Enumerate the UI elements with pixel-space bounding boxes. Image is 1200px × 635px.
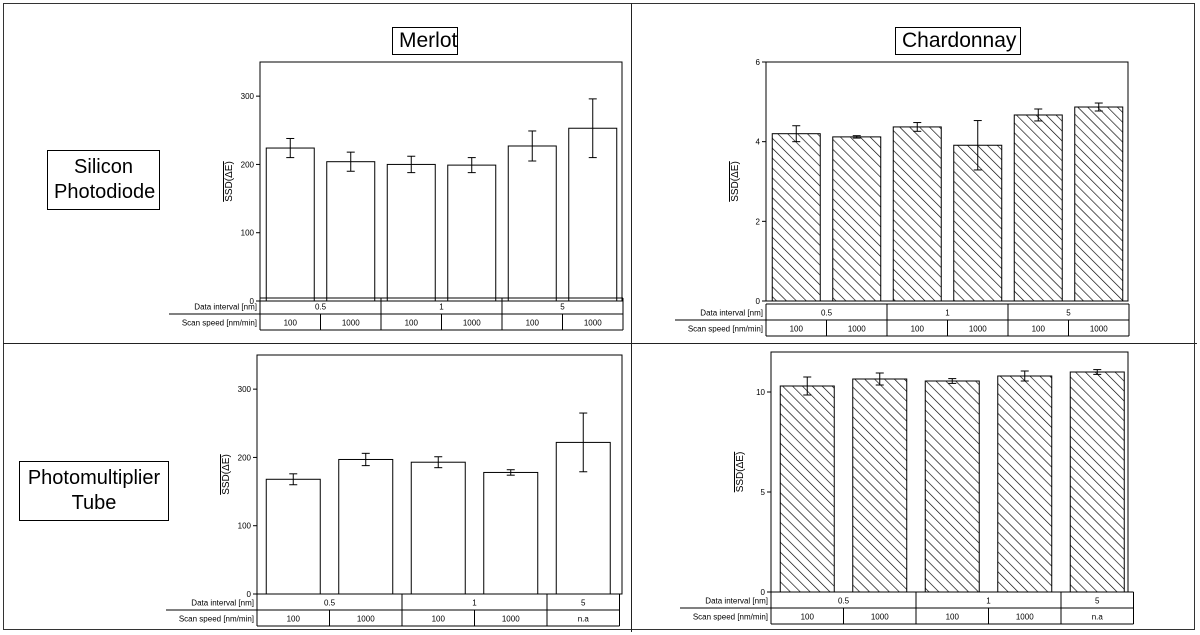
bar	[779, 385, 835, 593]
scan-speed-value: 1000	[969, 325, 987, 334]
y-tick-label: 100	[238, 522, 252, 531]
data-interval-value: 1	[439, 303, 444, 312]
table-row-label-data-interval: Data interval [nm]	[191, 599, 254, 608]
bar	[447, 164, 497, 302]
y-tick-label: 300	[238, 385, 252, 394]
bar	[483, 471, 539, 595]
bar	[386, 163, 436, 302]
row-label-line-1: Silicon	[74, 156, 133, 178]
scan-speed-value: 1000	[502, 615, 520, 624]
table-row-label-data-interval: Data interval [nm]	[700, 309, 763, 318]
scan-speed-value: 1000	[584, 319, 602, 328]
scan-speed-value: 100	[1032, 325, 1046, 334]
row-label-line-1: Photomultiplier	[27, 467, 161, 489]
table-row-label-data-interval: Data interval [nm]	[705, 597, 768, 606]
scan-speed-value: 1000	[1016, 613, 1034, 622]
bar	[326, 161, 376, 302]
bar	[1069, 371, 1125, 593]
figure-frame	[3, 3, 1195, 630]
bar	[892, 126, 942, 302]
bar	[1074, 106, 1124, 302]
y-tick-label: 2	[756, 217, 761, 226]
scan-speed-value: 1000	[357, 615, 375, 624]
data-interval-value: 0.5	[838, 597, 850, 606]
table-row-label-scan-speed: Scan speed [nm/min]	[182, 319, 257, 328]
table-row-label-scan-speed: Scan speed [nm/min]	[179, 615, 254, 624]
bar	[852, 378, 908, 593]
scan-speed-value: 100	[405, 319, 419, 328]
scan-speed-value: 1000	[848, 325, 866, 334]
data-interval-value: 0.5	[315, 303, 327, 312]
scan-speed-value: n.a	[578, 615, 590, 624]
y-axis-label: SSD(ΔE)	[735, 452, 746, 493]
quadrant-divider-vertical	[631, 3, 632, 632]
quadrant-divider-horizontal	[3, 343, 1197, 344]
y-tick-label: 0	[250, 297, 255, 306]
title-merlot: Merlot	[392, 27, 458, 55]
scan-speed-value: 100	[946, 613, 960, 622]
y-tick-label: 0	[761, 588, 766, 597]
bar	[338, 458, 394, 595]
table-row-label-scan-speed: Scan speed [nm/min]	[693, 613, 768, 622]
plot-frame	[259, 61, 623, 302]
data-interval-value: 5	[1066, 309, 1071, 318]
row-label-silicon-photodiode: Silicon Photodiode	[47, 150, 160, 210]
y-tick-label: 6	[756, 58, 761, 67]
bar	[997, 375, 1053, 593]
title-chardonnay: Chardonnay	[895, 27, 1021, 55]
bar	[924, 380, 980, 593]
table-row-label-scan-speed: Scan speed [nm/min]	[688, 325, 763, 334]
data-interval-value: 5	[1095, 597, 1100, 606]
data-interval-value: 5	[581, 599, 586, 608]
chart-merlot-pmt: 0 100 200 300 SSD(ΔE) Data interval [nm] Scan …	[166, 354, 623, 627]
y-tick-label: 0	[756, 297, 761, 306]
y-tick-label: 0	[247, 590, 252, 599]
scan-speed-value: 100	[287, 615, 301, 624]
data-interval-value: 1	[945, 309, 950, 318]
bar	[771, 133, 821, 302]
data-interval-value: 0.5	[821, 309, 833, 318]
scan-speed-value: 1000	[342, 319, 360, 328]
scan-speed-value: 1000	[871, 613, 889, 622]
y-tick-label: 10	[756, 388, 765, 397]
bar	[1013, 114, 1063, 302]
y-tick-label: 200	[238, 453, 252, 462]
bar	[832, 136, 882, 302]
data-interval-value: 1	[472, 599, 477, 608]
table-row-label-data-interval: Data interval [nm]	[194, 303, 257, 312]
chart-merlot-silicon: 0 100 200 300 SSD(ΔE) Data interval [nm] Scan …	[169, 61, 624, 331]
y-tick-label: 200	[241, 160, 255, 169]
y-axis-label: SSD(ΔE)	[224, 161, 235, 202]
data-interval-value: 5	[560, 303, 565, 312]
data-interval-value: 1	[986, 597, 991, 606]
plot-frame	[765, 61, 1129, 302]
y-axis-label: SSD(ΔE)	[221, 454, 232, 495]
bar	[410, 461, 466, 595]
scan-speed-value: n.a	[1092, 613, 1104, 622]
y-axis-label: SSD(ΔE)	[730, 161, 741, 202]
scan-speed-value: 100	[911, 325, 925, 334]
data-interval-value: 0.5	[324, 599, 336, 608]
scan-speed-value: 100	[284, 319, 298, 328]
scan-speed-value: 1000	[463, 319, 481, 328]
y-tick-label: 100	[241, 229, 255, 238]
y-tick-label: 5	[761, 488, 766, 497]
chart-chardonnay-silicon: 0 2 4 6 SSD(ΔE) Data interval [nm] Scan speed …	[675, 58, 1130, 337]
row-label-photomultiplier-tube: Photomultiplier Tube	[19, 461, 169, 521]
scan-speed-value: 1000	[1090, 325, 1108, 334]
row-label-line-2: Tube	[71, 492, 117, 514]
scan-speed-value: 100	[432, 615, 446, 624]
scan-speed-value: 100	[790, 325, 804, 334]
bar	[265, 478, 321, 595]
chart-chardonnay-pmt: 0 5 10 SSD(ΔE) Data interval [nm] Scan speed …	[680, 351, 1134, 625]
scan-speed-value: 100	[526, 319, 540, 328]
bar	[507, 145, 557, 302]
scan-speed-value: 100	[801, 613, 815, 622]
row-label-line-2: Photodiode	[54, 181, 156, 203]
bar	[265, 147, 315, 302]
y-tick-label: 4	[756, 138, 761, 147]
y-tick-label: 300	[241, 92, 255, 101]
